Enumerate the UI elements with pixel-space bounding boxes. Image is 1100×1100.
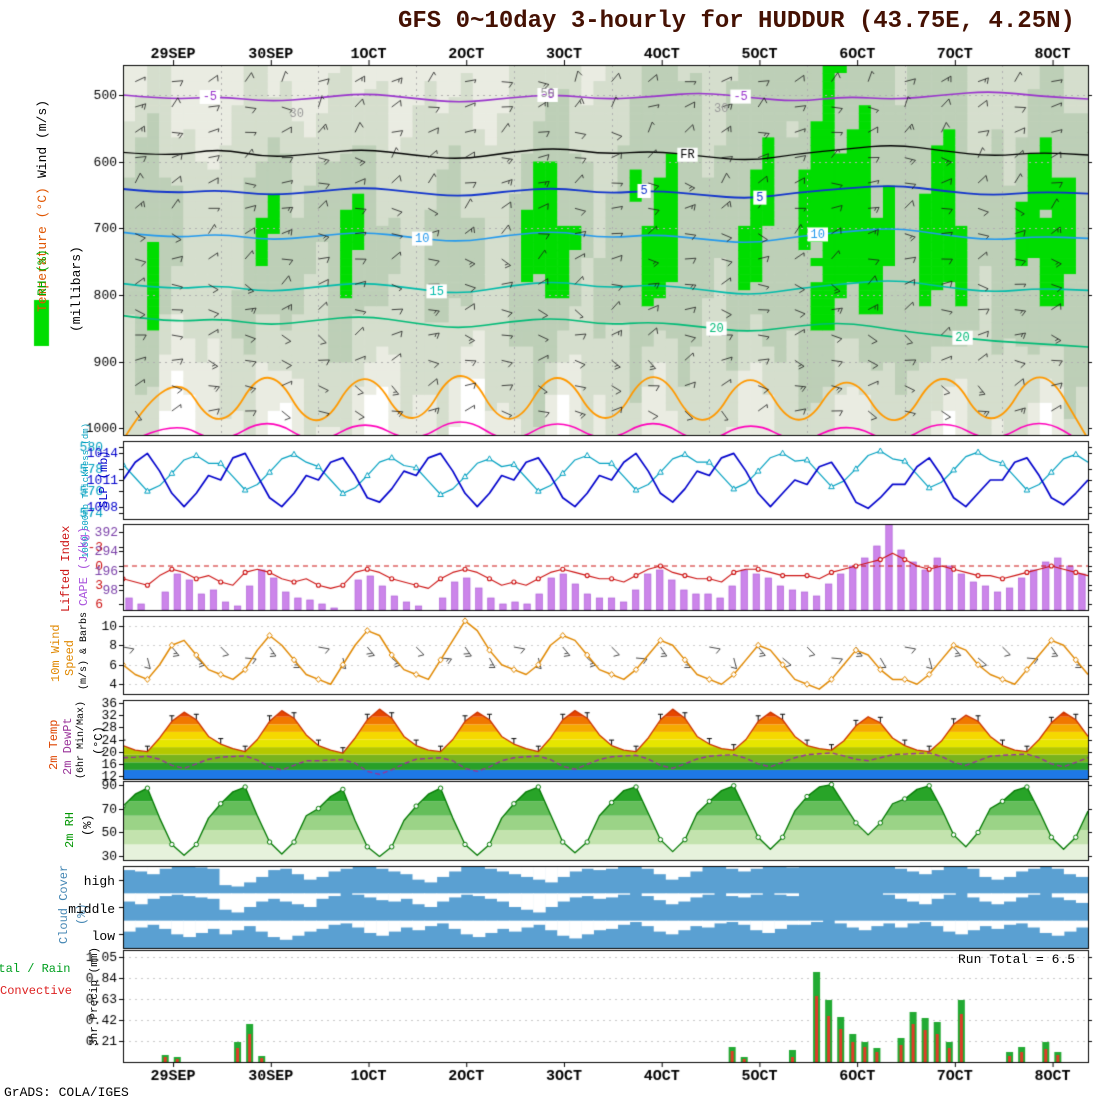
chart-title: GFS 0~10day 3-hourly for HUDDUR (43.75E,… xyxy=(398,8,1075,35)
ylabel-rh: RH (%) xyxy=(35,249,50,296)
ylabel-2m-rh: 2m RH xyxy=(63,811,77,848)
ylabel-10m-wind: 10m Wind xyxy=(49,624,63,682)
ylabel-10m-speed: Speed xyxy=(63,639,77,676)
ylabel-ms-barbs: (m/s) & Barbs xyxy=(79,611,90,690)
ylabel-millibars: (millibars) xyxy=(69,246,84,332)
run-total-label: Run Total = 6.5 xyxy=(958,952,1076,967)
ylabel-degc: (°C) xyxy=(92,726,106,755)
ylabel-rh-pct: (%) xyxy=(81,814,95,836)
ylabel-2m-dewpt: 2m DewPt xyxy=(61,717,75,775)
cloud-row-middle: middle xyxy=(68,902,115,917)
cloud-row-low: low xyxy=(91,929,115,944)
ylabel-3hr-precip: 3hr Precip (mm) xyxy=(89,946,101,1046)
legend-total-rain: Total / Rain xyxy=(0,962,71,976)
ylabel-slp: SLP (mb) xyxy=(97,450,111,508)
ylabel-wind: Wind (m/s) xyxy=(35,99,50,178)
cloud-row-high: high xyxy=(83,874,115,889)
ylabel-cape: CAPE (J/kg) xyxy=(77,526,91,606)
ylabel-2m-temp: 2m Temp xyxy=(47,719,61,770)
ylabel-lifted-index: Lifted Index xyxy=(59,525,73,612)
ylabel-minmax: (6hr Min/Max) xyxy=(76,700,87,779)
grads-credit: GrADS: COLA/IGES xyxy=(4,1085,129,1100)
legend-convective: Convective xyxy=(0,984,73,998)
